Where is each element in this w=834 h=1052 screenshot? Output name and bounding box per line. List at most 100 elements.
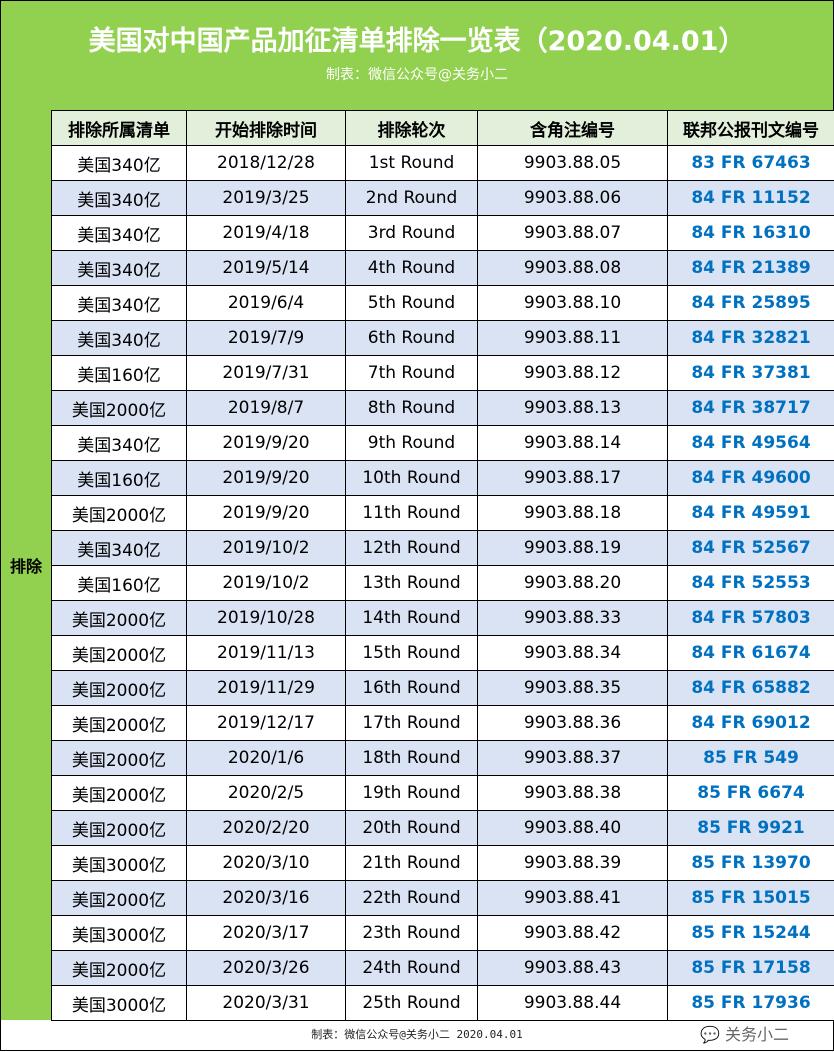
cell-list: 美国340亿 — [51, 180, 187, 216]
cell-fr-number: 84 FR 57803 — [667, 600, 834, 636]
table-row: 美国2000亿 2020/2/20 20th Round 9903.88.40 85 F… — [51, 810, 834, 846]
cell-start-date: 2019/9/20 — [186, 460, 346, 496]
cell-start-date: 2019/3/25 — [186, 180, 346, 216]
cell-heading-number: 9903.88.40 — [477, 810, 668, 846]
table-row: 美国2000亿 2019/9/20 11th Round 9903.88.18 84 F… — [51, 495, 834, 531]
cell-fr-number: 85 FR 549 — [667, 740, 834, 776]
table-row: 美国340亿 2019/4/18 3rd Round 9903.88.07 84 FR … — [51, 215, 834, 251]
header-list: 排除所属清单 — [51, 110, 187, 146]
cell-fr-number: 84 FR 69012 — [667, 705, 834, 741]
cell-heading-number: 9903.88.42 — [477, 915, 668, 951]
table-row: 美国2000亿 2020/3/26 24th Round 9903.88.43 85 F… — [51, 950, 834, 986]
cell-heading-number: 9903.88.44 — [477, 985, 668, 1021]
cell-list: 美国340亿 — [51, 250, 187, 286]
cell-fr-number: 84 FR 38717 — [667, 390, 834, 426]
cell-fr-number: 84 FR 49600 — [667, 460, 834, 496]
table-row: 美国340亿 2019/9/20 9th Round 9903.88.14 84 FR … — [51, 425, 834, 461]
cell-fr-number: 84 FR 21389 — [667, 250, 834, 286]
cell-heading-number: 9903.88.07 — [477, 215, 668, 251]
cell-fr-number: 84 FR 49564 — [667, 425, 834, 461]
cell-fr-number: 84 FR 11152 — [667, 180, 834, 216]
cell-round: 10th Round — [345, 460, 478, 496]
cell-start-date: 2020/2/5 — [186, 775, 346, 811]
cell-start-date: 2019/10/2 — [186, 565, 346, 601]
cell-heading-number: 9903.88.17 — [477, 460, 668, 496]
cell-list: 美国340亿 — [51, 320, 187, 356]
cell-fr-number: 84 FR 25895 — [667, 285, 834, 321]
cell-round: 17th Round — [345, 705, 478, 741]
header-row: 排除所属清单 开始排除时间 排除轮次 含角注编号 联邦公报刊文编号 — [51, 110, 834, 146]
cell-fr-number: 85 FR 17158 — [667, 950, 834, 986]
cell-start-date: 2019/8/7 — [186, 390, 346, 426]
cell-start-date: 2019/11/29 — [186, 670, 346, 706]
cell-round: 4th Round — [345, 250, 478, 286]
table-row: 美国2000亿 2019/11/29 16th Round 9903.88.35 84 … — [51, 670, 834, 706]
table-row: 美国160亿 2019/9/20 10th Round 9903.88.17 84 FR… — [51, 460, 834, 496]
table-row: 美国2000亿 2020/1/6 18th Round 9903.88.37 85 FR… — [51, 740, 834, 776]
cell-heading-number: 9903.88.08 — [477, 250, 668, 286]
cell-round: 7th Round — [345, 355, 478, 391]
cell-heading-number: 9903.88.12 — [477, 355, 668, 391]
cell-start-date: 2019/10/28 — [186, 600, 346, 636]
cell-list: 美国2000亿 — [51, 705, 187, 741]
cell-list: 美国160亿 — [51, 460, 187, 496]
side-label: 排除 — [0, 110, 52, 1020]
cell-list: 美国160亿 — [51, 355, 187, 391]
cell-fr-number: 84 FR 52553 — [667, 565, 834, 601]
cell-fr-number: 84 FR 52567 — [667, 530, 834, 566]
cell-list: 美国2000亿 — [51, 635, 187, 671]
cell-round: 6th Round — [345, 320, 478, 356]
cell-start-date: 2019/6/4 — [186, 285, 346, 321]
cell-list: 美国3000亿 — [51, 915, 187, 951]
cell-fr-number: 85 FR 15244 — [667, 915, 834, 951]
cell-list: 美国2000亿 — [51, 880, 187, 916]
cell-round: 5th Round — [345, 285, 478, 321]
cell-start-date: 2019/9/20 — [186, 425, 346, 461]
table-row: 美国160亿 2019/10/2 13th Round 9903.88.20 84 FR… — [51, 565, 834, 601]
cell-heading-number: 9903.88.14 — [477, 425, 668, 461]
table-row: 美国2000亿 2020/2/5 19th Round 9903.88.38 85 FR… — [51, 775, 834, 811]
cell-start-date: 2020/1/6 — [186, 740, 346, 776]
cell-start-date: 2020/2/20 — [186, 810, 346, 846]
cell-heading-number: 9903.88.39 — [477, 845, 668, 881]
watermark: 💬 关务小二 — [700, 1025, 789, 1045]
cell-start-date: 2020/3/16 — [186, 880, 346, 916]
header-fr-number: 联邦公报刊文编号 — [667, 110, 834, 146]
cell-round: 12th Round — [345, 530, 478, 566]
cell-fr-number: 85 FR 15015 — [667, 880, 834, 916]
cell-heading-number: 9903.88.37 — [477, 740, 668, 776]
page-subtitle: 制表：微信公众号@关务小二 — [326, 67, 508, 83]
cell-heading-number: 9903.88.36 — [477, 705, 668, 741]
cell-list: 美国3000亿 — [51, 845, 187, 881]
table-row: 美国340亿 2018/12/28 1st Round 9903.88.05 83 FR… — [51, 145, 834, 181]
cell-fr-number: 85 FR 17936 — [667, 985, 834, 1021]
cell-start-date: 2020/3/31 — [186, 985, 346, 1021]
exclusion-table: 排除所属清单 开始排除时间 排除轮次 含角注编号 联邦公报刊文编号 美国340亿… — [51, 110, 834, 1021]
cell-list: 美国340亿 — [51, 145, 187, 181]
cell-start-date: 2019/7/31 — [186, 355, 346, 391]
cell-start-date: 2019/7/9 — [186, 320, 346, 356]
cell-fr-number: 83 FR 67463 — [667, 145, 834, 181]
cell-heading-number: 9903.88.11 — [477, 320, 668, 356]
cell-fr-number: 84 FR 61674 — [667, 635, 834, 671]
cell-list: 美国2000亿 — [51, 810, 187, 846]
cell-list: 美国340亿 — [51, 285, 187, 321]
cell-round: 18th Round — [345, 740, 478, 776]
table-row: 美国340亿 2019/10/2 12th Round 9903.88.19 84 FR… — [51, 530, 834, 566]
cell-heading-number: 9903.88.05 — [477, 145, 668, 181]
cell-start-date: 2019/11/13 — [186, 635, 346, 671]
table-row: 美国2000亿 2019/11/13 15th Round 9903.88.34 84 … — [51, 635, 834, 671]
table-row: 美国3000亿 2020/3/31 25th Round 9903.88.44 85 F… — [51, 985, 834, 1021]
cell-start-date: 2019/9/20 — [186, 495, 346, 531]
cell-round: 21th Round — [345, 845, 478, 881]
wechat-icon: 💬 — [700, 1025, 720, 1044]
cell-fr-number: 85 FR 9921 — [667, 810, 834, 846]
cell-heading-number: 9903.88.41 — [477, 880, 668, 916]
cell-round: 11th Round — [345, 495, 478, 531]
cell-list: 美国2000亿 — [51, 600, 187, 636]
header-round: 排除轮次 — [345, 110, 478, 146]
cell-round: 14th Round — [345, 600, 478, 636]
header-heading-number: 含角注编号 — [477, 110, 668, 146]
cell-round: 1st Round — [345, 145, 478, 181]
header-start-date: 开始排除时间 — [186, 110, 346, 146]
